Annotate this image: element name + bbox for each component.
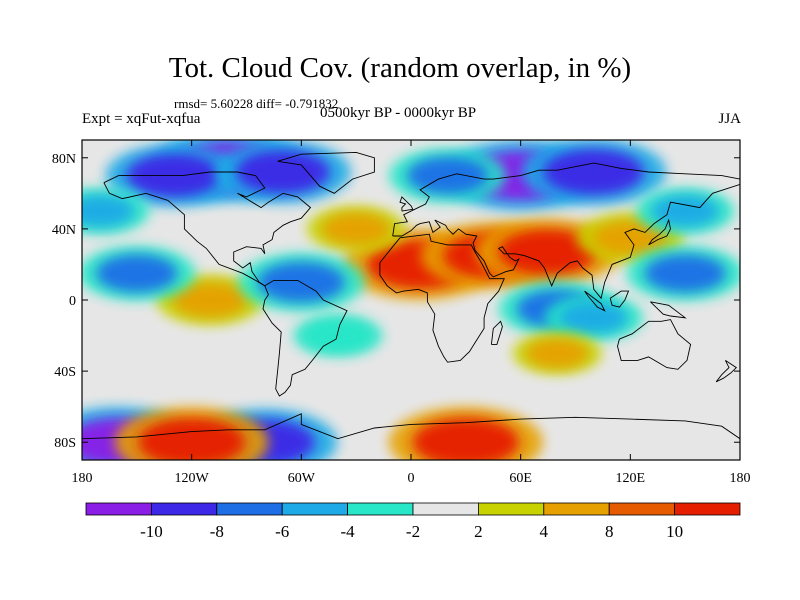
coastline-africa (379, 233, 505, 363)
anomaly-region (543, 149, 644, 195)
coastline-north-america (103, 171, 312, 287)
colorbar-swatch (674, 502, 741, 516)
period-label: 0500kyr BP - 0000kyr BP (320, 105, 477, 121)
colorbar-label: -4 (341, 522, 356, 541)
anomaly-region (96, 254, 178, 293)
anomaly-region (407, 156, 488, 195)
colorbar-swatch (477, 502, 545, 516)
coastlines (82, 151, 740, 440)
colorbar-label: 8 (605, 522, 614, 541)
chart-title: Tot. Cloud Cov. (random overlap, in %) (168, 52, 632, 84)
colorbar-swatch (347, 502, 414, 516)
anomaly-region (644, 254, 726, 293)
y-tick-label: 0 (69, 294, 76, 309)
coastline-south-america (262, 279, 348, 397)
colorbar-label: -6 (275, 522, 289, 541)
coastline-australia (617, 319, 692, 370)
x-axis: 180 120W 60W 0 60E 120E 180 (72, 140, 751, 486)
stats-annotation: rmsd= 5.60228 diff= -0.791832 (174, 96, 339, 111)
colorbar-swatch (412, 502, 479, 516)
x-tick-label: 180 (72, 471, 93, 486)
anomaly-region (172, 282, 248, 318)
anomaly-region (138, 417, 245, 460)
x-tick-label: 120W (175, 471, 210, 486)
x-tick-label: 120E (616, 471, 646, 486)
colorbar-swatch (281, 502, 349, 516)
colorbar-label: 2 (474, 522, 483, 541)
coastline-greenland (277, 151, 375, 194)
anomaly-region (559, 301, 628, 334)
x-tick-label: 0 (408, 471, 415, 486)
x-tick-label: 180 (730, 471, 751, 486)
coastline-new-guinea (650, 301, 687, 319)
y-tick-label: 80N (52, 152, 76, 167)
coastline-eurasia (392, 162, 740, 300)
experiment-label: Expt = xqFut-xqfua (82, 111, 201, 127)
anomaly-region (498, 229, 599, 275)
coastline-britain (399, 196, 414, 212)
colorbar-swatch (150, 502, 218, 516)
y-tick-label: 40S (54, 365, 76, 380)
coastline-new-zealand (715, 360, 738, 383)
colorbar-swatch (216, 502, 283, 516)
anomaly-region (307, 320, 369, 351)
colorbar: -10 -8 -6 -4 -2 2 4 8 10 (85, 502, 741, 541)
colorbar-label: -8 (210, 522, 224, 541)
anomaly-region (322, 212, 391, 245)
y-tick-label: 40N (52, 223, 76, 238)
anomaly-region (651, 195, 720, 228)
colorbar-label: -10 (140, 522, 163, 541)
x-tick-label: 60E (509, 471, 532, 486)
anomaly-region (236, 150, 330, 194)
anomaly-region (412, 417, 520, 460)
coastline-madagascar (490, 320, 503, 345)
coastline-sumatra (584, 290, 606, 312)
colorbar-swatch (608, 502, 676, 516)
coastline-japan (648, 218, 671, 246)
colorbar-swatch (543, 502, 610, 516)
y-tick-label: 80S (54, 436, 76, 451)
colorbar-label: 10 (666, 522, 683, 541)
season-label: JJA (718, 111, 741, 127)
coastline-borneo (609, 290, 630, 308)
y-axis: 80N 40N 0 40S 80S (52, 152, 740, 451)
colorbar-swatch (85, 502, 152, 516)
anomaly-region (526, 338, 589, 368)
colorbar-label: -2 (406, 522, 420, 541)
x-tick-label: 60W (288, 471, 316, 486)
coastline-antarctica (82, 413, 740, 440)
colorbar-label: 4 (540, 522, 549, 541)
anomaly-region (82, 195, 135, 228)
